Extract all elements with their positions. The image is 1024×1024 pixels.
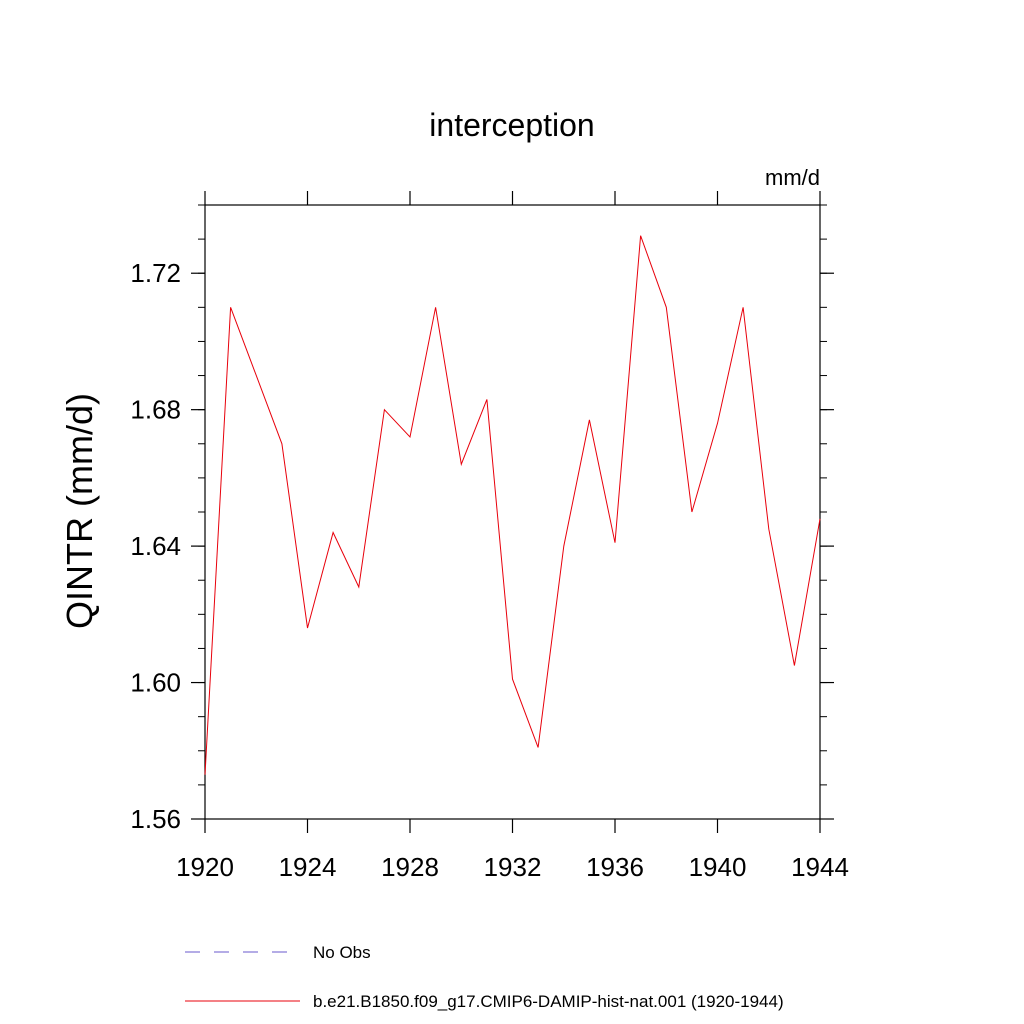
- legend: No Obs b.e21.B1850.f09_g17.CMIP6-DAMIP-hi…: [185, 943, 784, 1011]
- x-tick-label: 1944: [791, 852, 849, 882]
- chart-title: interception: [429, 107, 594, 143]
- y-tick-label: 1.68: [130, 395, 181, 425]
- legend-label: b.e21.B1850.f09_g17.CMIP6-DAMIP-hist-nat…: [313, 992, 784, 1011]
- x-tick-label: 1920: [176, 852, 234, 882]
- legend-label: No Obs: [313, 943, 371, 962]
- plot-frame: [204, 204, 821, 820]
- series-line: [204, 235, 821, 775]
- y-tick-label: 1.60: [130, 668, 181, 698]
- units-label: mm/d: [765, 165, 820, 190]
- series-layer: [204, 235, 821, 775]
- y-axis-label: QINTR (mm/d): [59, 393, 100, 629]
- y-tick-label: 1.64: [130, 531, 181, 561]
- axis-ticks: [191, 191, 834, 833]
- axis-tick-labels: 1920 1924 1928 1932 1936 1940 1944 1.56 1.60 1.64…: [130, 258, 849, 882]
- x-tick-label: 1928: [381, 852, 439, 882]
- x-tick-label: 1924: [279, 852, 337, 882]
- x-tick-label: 1936: [586, 852, 644, 882]
- x-tick-label: 1940: [689, 852, 747, 882]
- y-tick-label: 1.72: [130, 258, 181, 288]
- y-tick-label: 1.56: [130, 804, 181, 834]
- x-tick-label: 1932: [484, 852, 542, 882]
